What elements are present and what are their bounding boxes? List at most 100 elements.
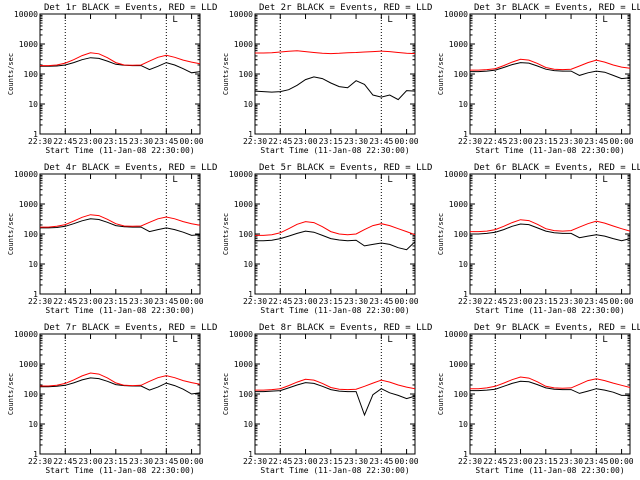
chart-title: Det 1r BLACK = Events, RED = LLD	[44, 3, 217, 13]
x-tick-label: 00:00	[610, 137, 634, 146]
y-tick-label: 1000	[449, 200, 468, 209]
panel-det-5r: Det 5r BLACK = Events, RED = LLD 1 10 100 10…	[222, 163, 432, 315]
x-tick-label: 00:00	[180, 457, 204, 466]
x-tick-label: 23:15	[319, 297, 343, 306]
x-tick-label: 22:30	[458, 297, 482, 306]
y-tick-label: 1000	[19, 40, 38, 49]
x-axis-label: Start Time (11-Jan-08 22:30:00)	[475, 146, 624, 155]
y-tick-label: 1	[248, 450, 253, 459]
series-line-events	[254, 76, 416, 101]
series-line-lld	[470, 376, 631, 390]
marker-label: L	[387, 175, 392, 185]
y-axis-label: Counts/sec	[222, 53, 230, 95]
marker-label: L	[172, 175, 177, 185]
x-tick-label: 22:30	[458, 457, 482, 466]
x-tick-label: 23:45	[154, 457, 178, 466]
x-tick-label: 22:30	[28, 457, 52, 466]
x-tick-label: 23:00	[78, 457, 102, 466]
x-tick-label: 00:00	[610, 297, 634, 306]
y-tick-label: 100	[24, 230, 39, 239]
y-tick-label: 1	[463, 450, 468, 459]
y-tick-label: 1	[33, 290, 38, 299]
series-line-events	[470, 62, 631, 80]
x-tick-label: 23:00	[508, 297, 532, 306]
y-axis-label: Counts/sec	[222, 213, 230, 255]
y-axis-label: Counts/sec	[7, 53, 15, 95]
x-tick-label: 23:15	[319, 137, 343, 146]
x-tick-label: 23:30	[559, 137, 583, 146]
y-tick-label: 10	[243, 420, 253, 429]
marker-label: L	[172, 15, 177, 25]
series-line-events	[470, 380, 630, 396]
plot-frame	[254, 13, 416, 135]
y-tick-label: 100	[454, 390, 469, 399]
y-tick-label: 100	[24, 70, 39, 79]
x-tick-label: 23:45	[369, 137, 393, 146]
x-tick-label: 22:45	[483, 297, 507, 306]
y-tick-label: 100	[239, 230, 254, 239]
series-line-events	[40, 377, 201, 395]
plot-frame	[39, 173, 201, 295]
x-tick-label: 23:45	[584, 137, 608, 146]
series-line-events	[255, 382, 416, 417]
y-tick-label: 1000	[449, 40, 468, 49]
x-tick-label: 00:00	[180, 137, 204, 146]
chart-title: Det 3r BLACK = Events, RED = LLD	[474, 3, 640, 13]
x-tick-label: 23:30	[129, 297, 153, 306]
y-tick-label: 10	[28, 100, 38, 109]
x-tick-label: 23:30	[129, 137, 153, 146]
panel-det-6r: Det 6r BLACK = Events, RED = LLD 1 10 100 10…	[437, 163, 640, 315]
y-tick-label: 10000	[444, 170, 468, 179]
y-tick-label: 10000	[229, 330, 253, 339]
x-tick-label: 23:00	[78, 297, 102, 306]
x-tick-label: 23:45	[584, 457, 608, 466]
y-tick-label: 100	[454, 230, 469, 239]
marker-label: L	[602, 15, 607, 25]
y-tick-label: 10	[243, 260, 253, 269]
y-tick-label: 10	[243, 100, 253, 109]
x-axis-label: Start Time (11-Jan-08 22:30:00)	[45, 306, 194, 315]
y-tick-label: 1	[33, 130, 38, 139]
chart-title: Det 7r BLACK = Events, RED = LLD	[44, 323, 217, 333]
y-tick-label: 1	[463, 290, 468, 299]
x-tick-label: 23:00	[293, 457, 317, 466]
x-tick-label: 23:30	[559, 297, 583, 306]
chart-title: Det 4r BLACK = Events, RED = LLD	[44, 163, 217, 173]
y-tick-label: 10	[458, 260, 468, 269]
x-axis-label: Start Time (11-Jan-08 22:30:00)	[475, 306, 624, 315]
y-tick-label: 1000	[449, 360, 468, 369]
series-line-lld	[470, 58, 631, 71]
x-tick-label: 00:00	[180, 297, 204, 306]
panel-det-4r: Det 4r BLACK = Events, RED = LLD 1 10 100 10…	[7, 163, 217, 315]
x-tick-label: 23:15	[104, 297, 128, 306]
x-axis-label: Start Time (11-Jan-08 22:30:00)	[45, 466, 194, 475]
series-line-events	[470, 223, 631, 242]
y-tick-label: 10000	[14, 10, 38, 19]
y-axis-label: Counts/sec	[437, 373, 445, 415]
x-tick-label: 23:15	[534, 137, 558, 146]
y-axis-label: Counts/sec	[222, 373, 230, 415]
x-tick-label: 23:15	[534, 457, 558, 466]
x-tick-label: 22:30	[243, 457, 267, 466]
x-tick-label: 22:45	[53, 297, 77, 306]
x-tick-label: 23:00	[78, 137, 102, 146]
y-tick-label: 1	[463, 130, 468, 139]
panel-det-8r: Det 8r BLACK = Events, RED = LLD 1 10 100 10…	[222, 323, 432, 475]
chart-title: Det 5r BLACK = Events, RED = LLD	[259, 163, 432, 173]
panel-det-2r: Det 2r BLACK = Events, RED = LLD 1 10 100 10…	[222, 3, 432, 155]
plot-frame	[254, 173, 416, 295]
y-tick-label: 100	[24, 390, 39, 399]
x-tick-label: 00:00	[395, 457, 419, 466]
y-tick-label: 10000	[14, 330, 38, 339]
y-axis-label: Counts/sec	[7, 213, 15, 255]
x-tick-label: 00:00	[395, 137, 419, 146]
x-tick-label: 23:45	[369, 457, 393, 466]
y-tick-label: 1000	[234, 40, 253, 49]
y-tick-label: 100	[239, 390, 254, 399]
plot-frame	[469, 13, 631, 135]
marker-label: L	[602, 175, 607, 185]
y-tick-label: 1000	[19, 360, 38, 369]
chart-title: Det 2r BLACK = Events, RED = LLD	[259, 3, 432, 13]
x-tick-label: 23:45	[154, 297, 178, 306]
